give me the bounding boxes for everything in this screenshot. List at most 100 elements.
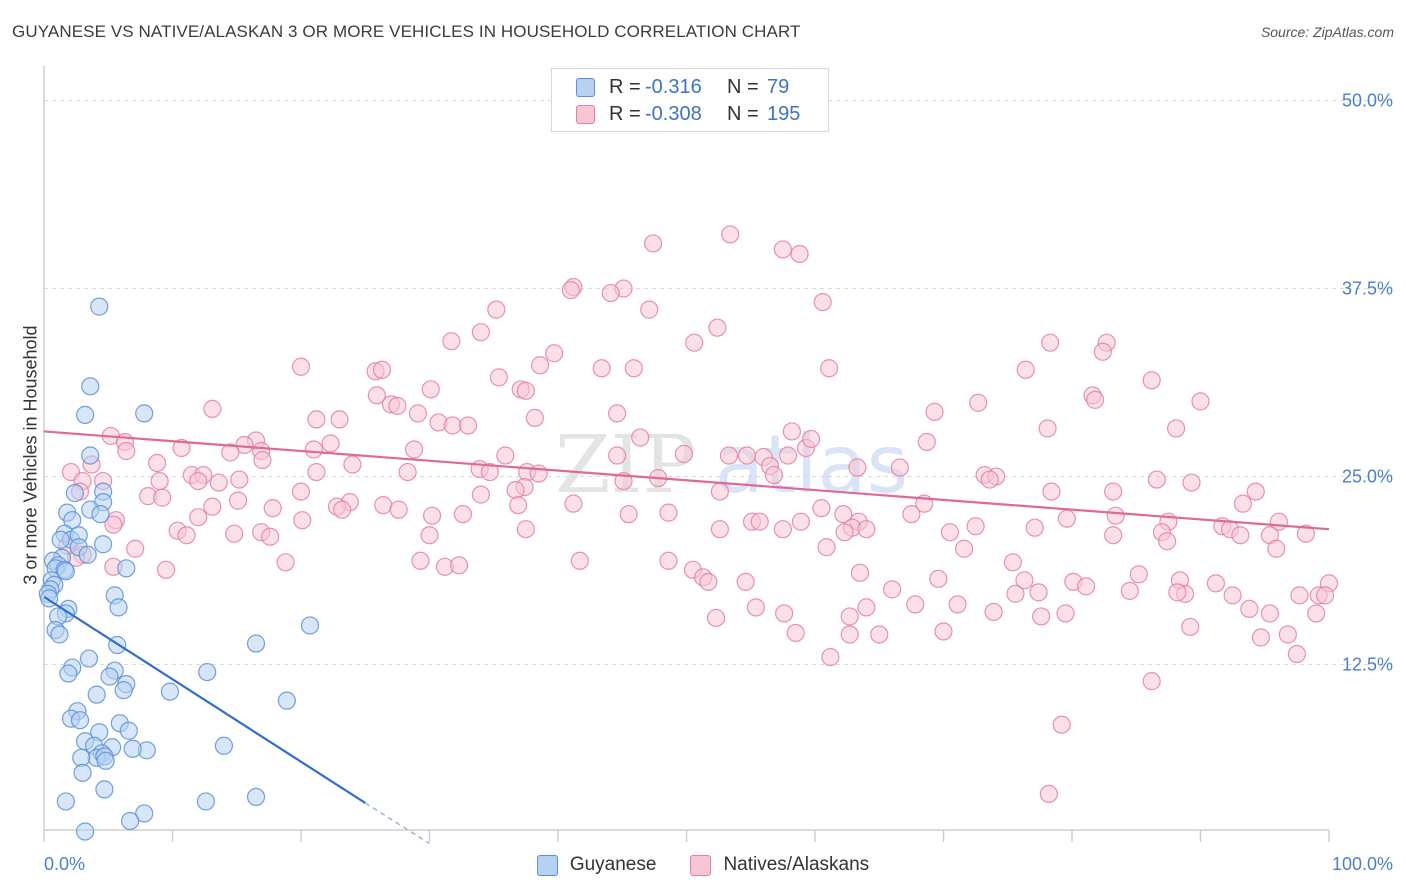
point-guyanese: [56, 792, 75, 811]
point-natives: [736, 572, 755, 591]
point-natives: [545, 344, 564, 363]
point-natives: [1316, 586, 1335, 605]
point-natives: [509, 496, 528, 515]
point-natives: [802, 429, 821, 449]
point-natives: [685, 333, 704, 352]
point-natives: [601, 283, 620, 303]
y-tick-label: 37.5%: [1342, 279, 1393, 299]
axes: [43, 66, 1330, 842]
point-natives: [506, 480, 525, 500]
point-natives: [1106, 506, 1125, 525]
point-natives: [333, 500, 352, 519]
point-natives: [1240, 599, 1259, 619]
point-guyanese: [96, 751, 115, 770]
point-guyanese: [59, 664, 78, 683]
legend-r-label: R =: [609, 75, 641, 98]
point-natives: [480, 462, 499, 482]
trend-line-guyanese: [43, 595, 366, 804]
point-natives: [659, 503, 678, 522]
point-natives: [1223, 586, 1242, 605]
point-guyanese: [196, 792, 216, 811]
point-natives: [710, 520, 730, 539]
point-guyanese: [65, 484, 84, 503]
point-guyanese: [277, 691, 296, 710]
point-natives: [489, 368, 508, 387]
point-natives: [969, 393, 988, 412]
legend-swatch-natives: [576, 104, 595, 124]
legend-swatch-guyanese: [576, 77, 595, 97]
source-label: Source: ZipAtlas.com: [1260, 24, 1394, 40]
point-natives: [857, 520, 876, 539]
point-natives: [710, 482, 730, 501]
point-natives: [261, 527, 280, 546]
point-guyanese: [73, 763, 92, 782]
legend-r-value: -0.316: [645, 75, 702, 98]
point-natives: [421, 380, 440, 399]
point-natives: [443, 416, 462, 435]
point-natives: [1016, 360, 1035, 379]
point-natives: [812, 499, 831, 518]
point-natives: [624, 359, 643, 378]
legend-n-value: 195: [767, 102, 801, 125]
point-natives: [570, 551, 589, 570]
point-natives: [1042, 482, 1061, 501]
point-guyanese: [76, 405, 95, 424]
point-natives: [189, 508, 208, 527]
point-natives: [156, 560, 176, 579]
point-natives: [104, 515, 123, 534]
point-natives: [773, 520, 792, 539]
point-natives: [857, 598, 876, 617]
point-natives: [1142, 371, 1161, 390]
data-points: [38, 225, 1339, 841]
point-natives: [209, 473, 228, 492]
point-natives: [706, 608, 726, 628]
point-natives: [276, 553, 295, 572]
grid-lines: [44, 100, 1395, 666]
legend-swatch-guyanese: [536, 854, 558, 876]
point-natives: [782, 422, 801, 441]
point-natives: [564, 494, 583, 513]
point-natives: [1182, 473, 1201, 492]
point-guyanese: [198, 662, 217, 682]
point-natives: [516, 381, 535, 400]
point-guyanese: [214, 736, 233, 755]
point-natives: [791, 512, 810, 531]
legend-swatch-natives: [690, 854, 712, 876]
point-natives: [453, 505, 473, 524]
x-tick-label-max: 100.0%: [1332, 854, 1393, 874]
point-guyanese: [300, 616, 320, 635]
point-natives: [1278, 625, 1297, 644]
point-natives: [737, 446, 756, 465]
point-natives: [304, 440, 323, 459]
point-natives: [906, 595, 925, 614]
point-natives: [221, 443, 240, 462]
legend-item-natives[interactable]: Natives/Alaskans: [690, 854, 869, 876]
point-guyanese: [90, 297, 109, 316]
point-natives: [1267, 539, 1286, 558]
point-natives: [177, 526, 196, 545]
point-natives: [1029, 583, 1048, 602]
point-natives: [750, 512, 769, 531]
point-guyanese: [94, 535, 113, 554]
tick-labels: 12.5% 25.0% 37.5% 50.0% 0.0% 100.0%: [44, 91, 1393, 874]
point-natives: [487, 300, 506, 319]
point-guyanese: [72, 748, 91, 767]
point-natives: [1015, 571, 1034, 590]
point-natives: [640, 300, 659, 319]
point-natives: [1246, 482, 1265, 501]
point-natives: [834, 505, 853, 524]
point-natives: [1077, 577, 1096, 596]
point-natives: [230, 470, 249, 489]
point-natives: [1251, 628, 1270, 647]
point-natives: [442, 332, 461, 351]
point-natives: [1052, 715, 1071, 734]
point-natives: [330, 410, 349, 429]
point-natives: [721, 225, 740, 244]
legend-item-guyanese[interactable]: Guyanese: [536, 854, 656, 876]
point-natives: [372, 360, 392, 379]
y-axis-title: 3 or more Vehicles in Household: [20, 325, 41, 585]
point-natives: [592, 359, 611, 378]
point-natives: [719, 446, 739, 465]
point-natives: [1104, 482, 1123, 501]
point-natives: [422, 506, 442, 525]
